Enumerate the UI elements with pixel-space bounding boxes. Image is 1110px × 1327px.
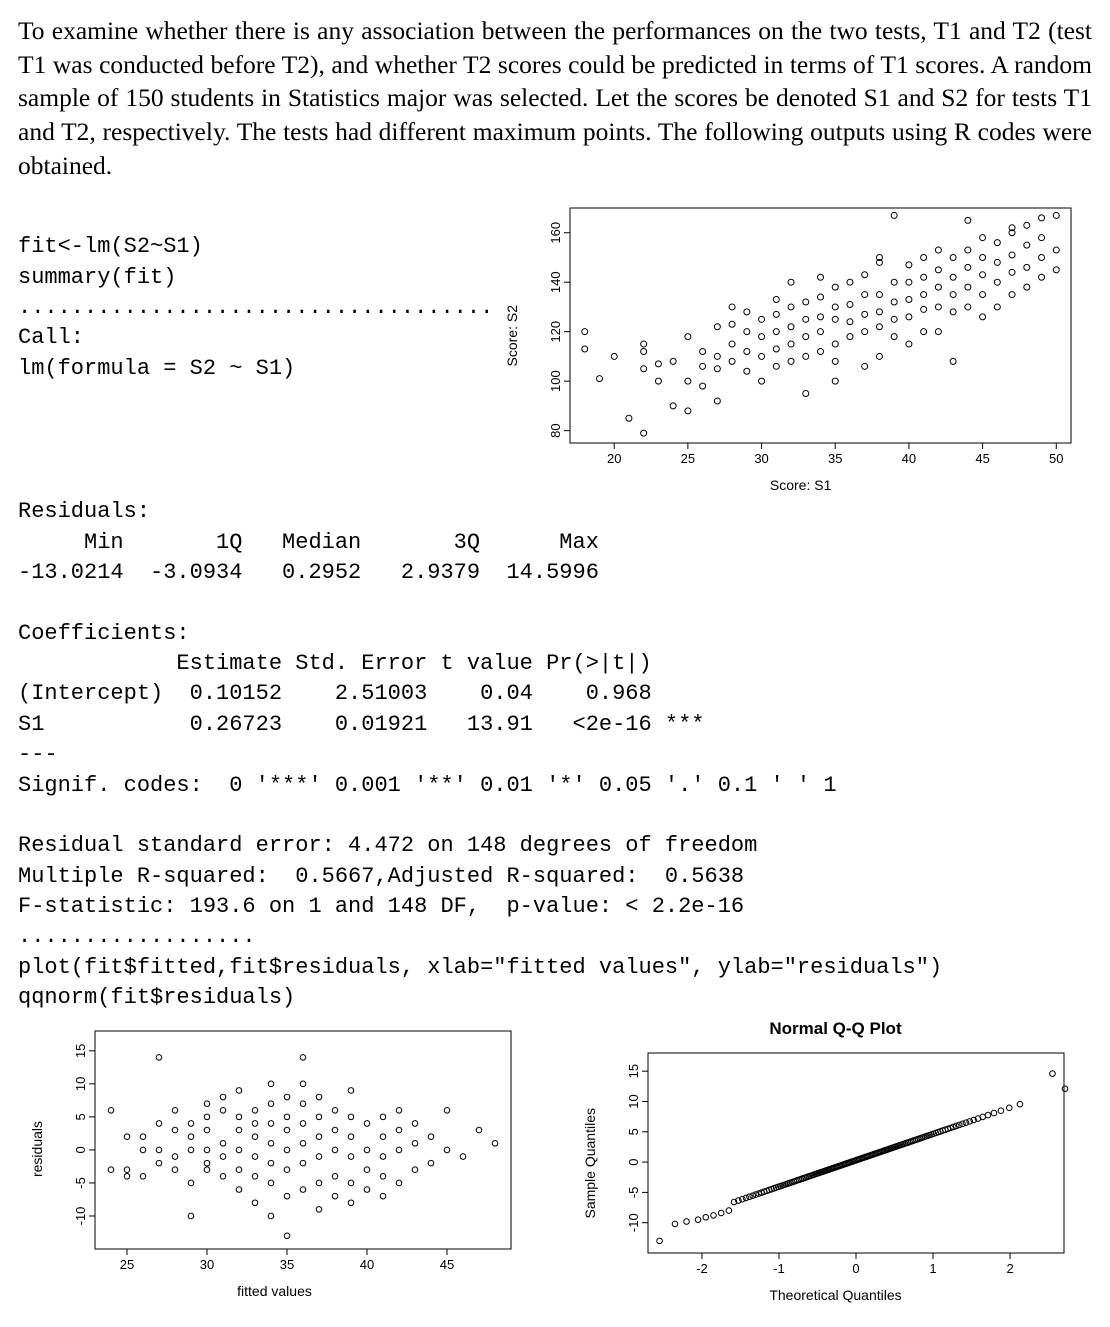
- svg-text:15: 15: [73, 1044, 88, 1058]
- svg-text:-1: -1: [773, 1261, 785, 1276]
- svg-text:15: 15: [626, 1064, 641, 1078]
- svg-text:140: 140: [548, 272, 563, 294]
- svg-text:45: 45: [975, 451, 989, 466]
- svg-text:30: 30: [754, 451, 768, 466]
- code-block-top: fit<-lm(S2~S1) summary(fit) ............…: [18, 232, 493, 384]
- svg-text:40: 40: [902, 451, 916, 466]
- svg-text:-5: -5: [626, 1187, 641, 1199]
- svg-text:100: 100: [548, 371, 563, 393]
- svg-text:-2: -2: [696, 1261, 708, 1276]
- qq-svg: -2-1012-10-5051015: [604, 1043, 1074, 1283]
- scatter-plot: Score: S2 2025303540455080100120140160 S…: [509, 198, 1092, 493]
- svg-text:-10: -10: [73, 1207, 88, 1226]
- code-block-top-wrap: fit<-lm(S2~S1) summary(fit) ............…: [18, 198, 493, 384]
- svg-text:10: 10: [73, 1077, 88, 1091]
- intro-paragraph: To examine whether there is any associat…: [18, 14, 1092, 182]
- svg-text:0: 0: [626, 1159, 641, 1166]
- bottom-plots-row: residuals 2530354045-10-5051015 fitted v…: [18, 1019, 1092, 1303]
- top-row: fit<-lm(S2~S1) summary(fit) ............…: [18, 198, 1092, 493]
- scatter-xlabel: Score: S1: [770, 477, 831, 493]
- svg-text:80: 80: [548, 424, 563, 438]
- residual-ylabel: residuals: [29, 1121, 45, 1177]
- svg-text:-5: -5: [73, 1178, 88, 1190]
- svg-text:25: 25: [681, 451, 695, 466]
- svg-text:-10: -10: [626, 1214, 641, 1233]
- svg-text:0: 0: [73, 1147, 88, 1154]
- svg-text:10: 10: [626, 1095, 641, 1109]
- qq-ylabel: Sample Quantiles: [582, 1108, 598, 1219]
- scatter-ylabel: Score: S2: [504, 305, 520, 366]
- scatter-plot-wrap: Score: S2 2025303540455080100120140160 S…: [509, 198, 1092, 493]
- svg-text:2: 2: [1006, 1261, 1013, 1276]
- code-block-mid: Residuals: Min 1Q Median 3Q Max -13.0214…: [18, 497, 1092, 1013]
- svg-text:20: 20: [607, 451, 621, 466]
- scatter-svg: 20 25 30 35 40 45 50 80 100 120 140 160: [526, 198, 1081, 473]
- svg-text:35: 35: [828, 451, 842, 466]
- svg-text:5: 5: [73, 1114, 88, 1121]
- svg-text:1: 1: [929, 1261, 936, 1276]
- svg-text:5: 5: [626, 1129, 641, 1136]
- svg-text:35: 35: [279, 1257, 293, 1272]
- svg-text:0: 0: [852, 1261, 859, 1276]
- qq-plot: Normal Q-Q Plot Sample Quantiles -2-1012…: [579, 1019, 1092, 1303]
- svg-text:40: 40: [359, 1257, 373, 1272]
- qq-title: Normal Q-Q Plot: [769, 1019, 901, 1039]
- svg-text:25: 25: [119, 1257, 133, 1272]
- qq-xlabel: Theoretical Quantiles: [769, 1287, 901, 1303]
- svg-text:50: 50: [1049, 451, 1063, 466]
- residual-plot: residuals 25 30 35 40 45 -10 -5 0 5 10 15 fitted v…: [18, 1019, 531, 1303]
- svg-text:120: 120: [548, 321, 563, 343]
- svg-text:30: 30: [199, 1257, 213, 1272]
- svg-text:45: 45: [439, 1257, 453, 1272]
- svg-text:160: 160: [548, 222, 563, 244]
- residual-svg: 25 30 35 40 45 -10 -5 0 5 10 15: [51, 1019, 521, 1279]
- residual-xlabel: fitted values: [237, 1283, 312, 1299]
